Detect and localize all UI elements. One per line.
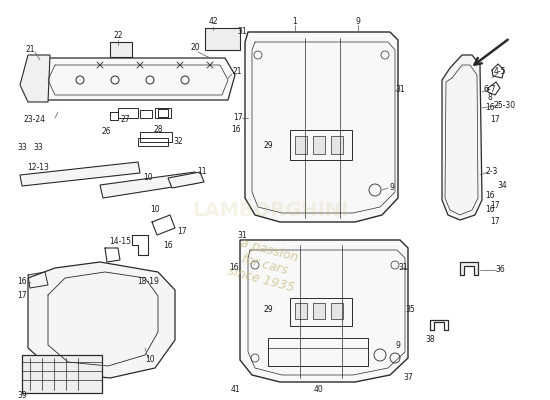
Polygon shape: [442, 55, 482, 220]
Polygon shape: [100, 172, 198, 198]
Text: 21: 21: [25, 46, 35, 54]
Text: 16: 16: [229, 264, 239, 272]
Bar: [331, 136, 343, 154]
Text: 4-5: 4-5: [494, 68, 506, 76]
Bar: [290, 130, 352, 160]
Text: 35: 35: [405, 306, 415, 314]
Bar: [155, 108, 171, 118]
Bar: [110, 42, 132, 57]
Text: 10: 10: [145, 356, 155, 364]
Text: 38: 38: [425, 336, 435, 344]
Polygon shape: [240, 240, 408, 382]
Text: 16: 16: [485, 104, 495, 112]
Bar: [313, 136, 325, 154]
Text: 27: 27: [120, 116, 130, 124]
Text: 22: 22: [113, 30, 123, 40]
Polygon shape: [460, 262, 478, 275]
Text: 17: 17: [17, 290, 27, 300]
Text: 31: 31: [237, 230, 247, 240]
Text: 16: 16: [17, 278, 27, 286]
Polygon shape: [245, 32, 398, 222]
Text: 31: 31: [237, 28, 247, 36]
Text: 9: 9: [389, 184, 394, 192]
Bar: [118, 108, 138, 118]
Text: 17: 17: [490, 116, 500, 124]
Bar: [313, 303, 325, 319]
Text: 17: 17: [490, 218, 500, 226]
Text: 17: 17: [233, 114, 243, 122]
Text: 16: 16: [485, 190, 495, 200]
Text: 23-24: 23-24: [24, 116, 46, 124]
Bar: [268, 338, 368, 366]
Bar: [138, 138, 168, 146]
Polygon shape: [20, 162, 140, 186]
Text: 1: 1: [293, 18, 298, 26]
Bar: [22, 355, 102, 393]
Text: 31: 31: [398, 264, 408, 272]
Text: 21: 21: [232, 68, 242, 76]
Text: 14-15: 14-15: [109, 238, 131, 246]
Text: 17: 17: [490, 200, 500, 210]
Text: 26: 26: [101, 128, 111, 136]
Bar: [205, 28, 240, 50]
Text: LAMBORGHINI: LAMBORGHINI: [192, 200, 348, 220]
Text: 9: 9: [355, 18, 360, 26]
Text: 42: 42: [208, 18, 218, 26]
Text: 41: 41: [230, 386, 240, 394]
Text: 11: 11: [197, 168, 207, 176]
Polygon shape: [20, 55, 50, 102]
Text: 28: 28: [153, 126, 163, 134]
Text: 10: 10: [143, 174, 153, 182]
Text: 29: 29: [263, 306, 273, 314]
Text: 10: 10: [150, 206, 160, 214]
Text: 2-3: 2-3: [486, 168, 498, 176]
Text: 25-30: 25-30: [494, 100, 516, 110]
Text: 29: 29: [263, 140, 273, 150]
Text: 37: 37: [403, 374, 413, 382]
Text: 16: 16: [485, 206, 495, 214]
Bar: [140, 132, 172, 142]
Text: 12-13: 12-13: [27, 164, 49, 172]
Text: 16: 16: [163, 242, 173, 250]
Bar: [295, 303, 307, 319]
Bar: [140, 110, 152, 118]
Text: 33: 33: [17, 144, 27, 152]
Polygon shape: [28, 262, 175, 378]
Bar: [290, 298, 352, 326]
Text: 20: 20: [190, 44, 200, 52]
Polygon shape: [38, 58, 235, 100]
Text: 34: 34: [497, 180, 507, 190]
Text: 9: 9: [395, 340, 400, 350]
Text: 33: 33: [33, 144, 43, 152]
Text: a passion
for cars
since 1935: a passion for cars since 1935: [227, 235, 304, 295]
Text: 39: 39: [17, 390, 27, 400]
Text: 31: 31: [395, 86, 405, 94]
Text: 32: 32: [173, 138, 183, 146]
Polygon shape: [168, 172, 204, 188]
Text: 40: 40: [313, 386, 323, 394]
Text: 8: 8: [488, 94, 492, 102]
Text: 18-19: 18-19: [137, 278, 159, 286]
Bar: [331, 303, 343, 319]
Text: 17: 17: [177, 228, 187, 236]
Text: 16: 16: [231, 126, 241, 134]
Text: 36: 36: [495, 266, 505, 274]
Bar: [295, 136, 307, 154]
Text: 6-7: 6-7: [484, 86, 496, 94]
